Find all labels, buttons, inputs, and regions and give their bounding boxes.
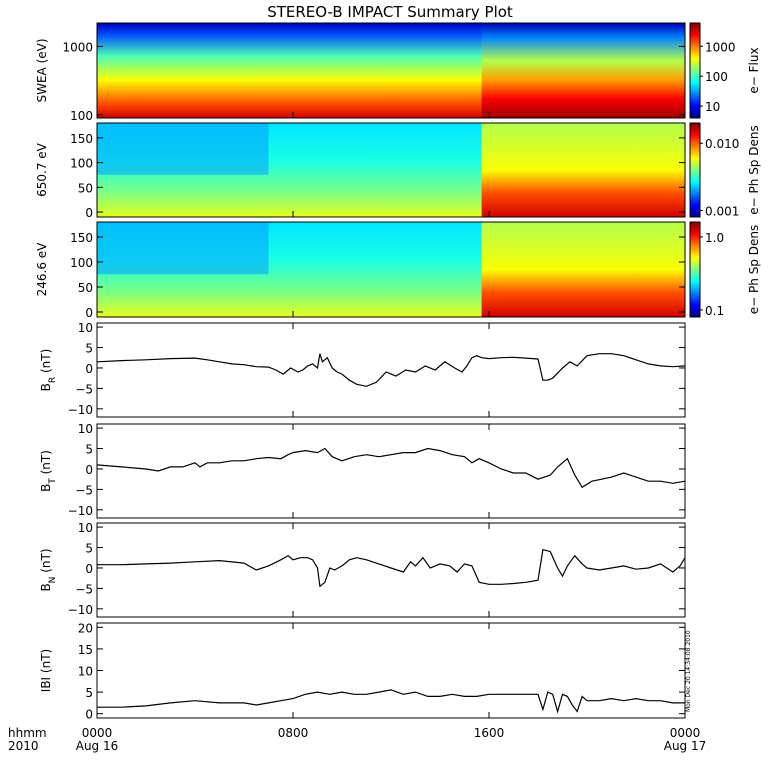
y-axis-label: 246.6 eV bbox=[35, 242, 49, 297]
colorbar-tick-label: 0.010 bbox=[705, 137, 739, 151]
line-panel-bmag: 0 5 10 15 20 IBI (nT) bbox=[39, 621, 686, 722]
colorbar bbox=[689, 122, 701, 218]
y-axis-label: SWEA (eV) bbox=[35, 38, 49, 102]
series-line-bn bbox=[97, 548, 686, 588]
y-tick-label: 50 bbox=[78, 281, 93, 295]
x-tick-label: 1600 bbox=[474, 726, 505, 740]
y-tick-label: 5 bbox=[85, 542, 93, 556]
colorbar-tick-label: 10 bbox=[705, 100, 720, 114]
colorbar-tick-label: 1000 bbox=[705, 40, 736, 54]
x-tick-sublabel: Aug 16 bbox=[76, 739, 119, 753]
y-axis-label: IBI (nT) bbox=[39, 649, 53, 692]
colorbar-tick-label: 0.001 bbox=[705, 204, 739, 218]
spectrogram-image-late bbox=[481, 222, 685, 317]
series-line-bmag bbox=[97, 689, 685, 714]
y-tick-label: −10 bbox=[68, 603, 93, 617]
y-tick-label: 150 bbox=[70, 231, 93, 245]
colorbar-label: e− Ph Sp Dens bbox=[747, 225, 761, 314]
y-tick-label: 0 bbox=[85, 206, 93, 220]
line-panel-bt: −10 −5 0 5 10 BT (nT) bbox=[39, 422, 686, 519]
line-panel-bn: −10 −5 0 5 10 BN (nT) bbox=[39, 521, 686, 618]
y-tick-label: 100 bbox=[70, 157, 93, 171]
spectrogram-image-late bbox=[481, 123, 685, 217]
y-tick-label: 5 bbox=[85, 686, 93, 700]
y-tick-label: −5 bbox=[75, 483, 93, 497]
chart-title: STEREO-B IMPACT Summary Plot bbox=[267, 3, 513, 21]
spectrogram-panel-pad246: 0 50 100 150 246.6 eV 0.1 1.0 e− Ph Sp Dens bbox=[35, 221, 761, 320]
y-axis-label: BR (nT) bbox=[39, 349, 58, 392]
series-line-br bbox=[96, 353, 686, 387]
panel-frame bbox=[96, 522, 686, 618]
colorbar-label: e− Ph Sp Dens bbox=[747, 125, 761, 214]
spectrogram-panel-swea: 100 1000 SWEA (eV) 10 100 1000 e− Flux bbox=[35, 22, 761, 123]
series-line-bt bbox=[96, 447, 686, 489]
colorbar-tick-label: 100 bbox=[705, 70, 728, 84]
timestamp: Mon Dec 20 14:34:08 2010 bbox=[685, 630, 692, 712]
panel-frame bbox=[96, 221, 686, 318]
y-tick-label: 0 bbox=[85, 463, 93, 477]
y-tick-label: −5 bbox=[75, 582, 93, 596]
y-tick-label: 10 bbox=[78, 521, 93, 535]
y-tick-label: 5 bbox=[85, 443, 93, 457]
spectrogram-panel-pad650: 0 50 100 150 650.7 eV 0.001 0.010 e− Ph Sp Dens bbox=[35, 122, 761, 220]
line-panel-br: −10 −5 0 5 10 BR (nT) bbox=[39, 321, 686, 418]
panel-frame bbox=[96, 622, 686, 719]
y-tick-label: −10 bbox=[68, 504, 93, 518]
colorbar-label: e− Flux bbox=[747, 47, 761, 93]
y-tick-label: 10 bbox=[78, 422, 93, 436]
panel-frame bbox=[96, 322, 686, 418]
y-axis-label: 650.7 eV bbox=[35, 142, 49, 197]
x-tick-label: 0000 bbox=[670, 726, 701, 740]
x-axis-unit-label: hhmm bbox=[8, 726, 47, 740]
y-tick-label: 0 bbox=[85, 306, 93, 320]
y-tick-label: 10 bbox=[78, 321, 93, 335]
y-tick-label: 10 bbox=[78, 665, 93, 679]
panel-frame bbox=[96, 122, 686, 218]
colorbar bbox=[689, 221, 701, 318]
y-tick-label: −5 bbox=[75, 382, 93, 396]
spectrogram-low-region bbox=[97, 123, 269, 175]
y-tick-label: 100 bbox=[70, 256, 93, 270]
y-tick-label: 0 bbox=[85, 708, 93, 722]
colorbar bbox=[689, 22, 701, 119]
y-tick-label: 15 bbox=[78, 643, 93, 657]
colorbar-tick-label: 1.0 bbox=[705, 231, 724, 245]
y-tick-label: 0 bbox=[85, 362, 93, 376]
y-tick-label: −10 bbox=[68, 403, 93, 417]
y-tick-label: 150 bbox=[70, 132, 93, 146]
y-tick-label: 0 bbox=[85, 562, 93, 576]
y-tick-label: 1000 bbox=[62, 40, 93, 54]
x-axis-year-label: 2010 bbox=[8, 739, 39, 753]
spectrogram-image-late bbox=[481, 23, 685, 118]
colorbar-tick-label: 0.1 bbox=[705, 304, 724, 318]
y-tick-label: 20 bbox=[78, 621, 93, 635]
x-tick-label: 0000 bbox=[82, 726, 113, 740]
y-tick-label: 5 bbox=[85, 342, 93, 356]
y-axis-label: BT (nT) bbox=[39, 450, 58, 492]
y-tick-label: 50 bbox=[78, 181, 93, 195]
x-tick-sublabel: Aug 17 bbox=[664, 739, 707, 753]
y-axis-label: BN (nT) bbox=[39, 548, 58, 591]
x-tick-label: 0800 bbox=[278, 726, 309, 740]
spectrogram-low-region bbox=[97, 222, 269, 275]
y-tick-label: 100 bbox=[70, 109, 93, 123]
panel-frame bbox=[96, 423, 686, 519]
panel-frame bbox=[96, 22, 686, 119]
